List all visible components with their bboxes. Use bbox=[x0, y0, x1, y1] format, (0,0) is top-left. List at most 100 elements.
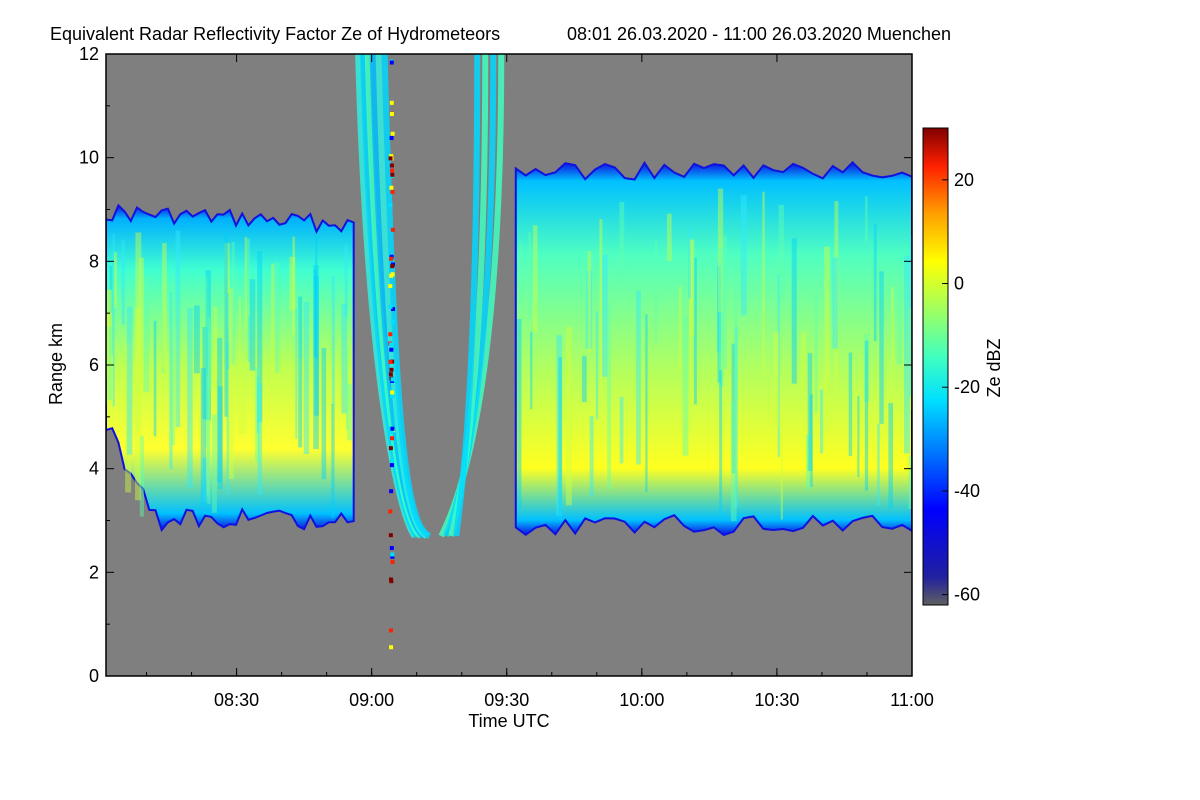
cloud-streak bbox=[717, 266, 721, 383]
speckle bbox=[391, 307, 396, 312]
cloud-streak bbox=[125, 343, 132, 493]
cloud-streak bbox=[824, 246, 830, 433]
cloud-streak bbox=[718, 247, 724, 387]
cloud-streak bbox=[271, 263, 275, 399]
cloud-streak bbox=[636, 290, 641, 465]
cloud-streak bbox=[719, 370, 723, 517]
speckle bbox=[390, 554, 395, 559]
cloud-streak bbox=[532, 225, 538, 333]
fall-streak bbox=[381, 54, 432, 539]
cloud-streak bbox=[231, 241, 235, 365]
cloud-region-fall-streaks bbox=[355, 54, 505, 650]
cloud-region-left-cloud-layer bbox=[106, 203, 355, 533]
colorbar-tick-label: -60 bbox=[954, 585, 980, 605]
cloud-streak bbox=[135, 232, 142, 431]
cloud-streak bbox=[275, 261, 280, 373]
cloud-streak bbox=[809, 394, 813, 488]
speckle bbox=[388, 359, 393, 364]
cloud-streak bbox=[121, 240, 125, 325]
cloud-streak bbox=[909, 234, 912, 397]
speckle bbox=[389, 112, 394, 117]
cloud-streak bbox=[224, 233, 228, 417]
cloud-streak bbox=[888, 402, 894, 509]
cloud-streak bbox=[257, 251, 263, 423]
cloud-streak bbox=[517, 319, 522, 510]
cloud-streak bbox=[202, 457, 207, 502]
cloud-region-right-cloud-layer bbox=[514, 160, 912, 537]
y-axis-label: Range km bbox=[46, 323, 66, 405]
cloud-streak bbox=[777, 274, 780, 457]
cloud-streak bbox=[112, 233, 115, 407]
speckle bbox=[390, 390, 395, 395]
speckle bbox=[389, 100, 394, 105]
cloud-streak bbox=[689, 240, 695, 337]
colorbar-tick-label: 20 bbox=[954, 170, 974, 190]
speckle bbox=[389, 273, 394, 278]
x-tick-label: 09:00 bbox=[349, 690, 394, 710]
cloud-streak bbox=[607, 301, 611, 490]
cloud-streak bbox=[602, 254, 608, 377]
y-tick-label: 8 bbox=[89, 251, 99, 271]
cloud-streak bbox=[205, 276, 208, 448]
cloud-streak bbox=[891, 286, 894, 439]
cloud-streak bbox=[289, 256, 296, 311]
cloud-streak bbox=[586, 270, 593, 349]
cloud-streak bbox=[717, 188, 724, 313]
speckle bbox=[388, 304, 393, 309]
cloud-streak bbox=[255, 367, 261, 462]
cloud-streak bbox=[595, 311, 599, 420]
cloud-streak bbox=[347, 383, 352, 441]
cloud-streak bbox=[762, 191, 765, 376]
y-tick-label: 12 bbox=[79, 44, 99, 64]
speckle bbox=[388, 509, 393, 514]
cloud-streak bbox=[193, 305, 200, 374]
x-tick-label: 09:30 bbox=[484, 690, 529, 710]
x-axis: 08:30 09:00 09:30 10:00 10:30 11:00 bbox=[146, 54, 934, 710]
cloud-streak bbox=[143, 275, 150, 393]
cloud-streak bbox=[693, 257, 697, 405]
cloud-streak bbox=[879, 271, 884, 424]
x-tick-label: 10:00 bbox=[619, 690, 664, 710]
cloud-streak bbox=[256, 376, 260, 434]
cloud-streak bbox=[216, 337, 223, 483]
cloud-streak bbox=[169, 292, 173, 470]
cloud-streak bbox=[558, 357, 563, 520]
cloud-streak bbox=[215, 287, 220, 328]
cloud-streak bbox=[207, 316, 211, 504]
speckle bbox=[389, 579, 394, 584]
cloud-streak bbox=[315, 235, 318, 359]
speckle bbox=[389, 256, 394, 261]
cloud-streak bbox=[645, 314, 648, 493]
cloud-streak bbox=[877, 423, 880, 506]
speckle bbox=[390, 189, 395, 194]
cloud-streak bbox=[200, 368, 207, 508]
cloud-streak bbox=[106, 289, 112, 379]
cloud-streak bbox=[857, 395, 860, 478]
cloud-streak bbox=[238, 297, 242, 436]
chart-title: Equivalent Radar Reflectivity Factor Ze … bbox=[50, 24, 500, 44]
cloud-streak bbox=[873, 224, 877, 341]
speckle bbox=[388, 156, 393, 161]
cloud-streak bbox=[205, 270, 211, 421]
cloud-streak bbox=[619, 201, 625, 285]
cloud-streak bbox=[113, 252, 117, 308]
plot-area bbox=[105, 53, 913, 677]
cloud-streak bbox=[734, 281, 738, 401]
heatmap-field bbox=[106, 54, 912, 650]
cloud-streak bbox=[224, 242, 230, 343]
x-tick-label: 10:30 bbox=[754, 690, 799, 710]
cloud-streak bbox=[679, 286, 682, 373]
cloud-streak bbox=[805, 434, 811, 490]
cloud-streak bbox=[778, 204, 784, 299]
cloud-streak bbox=[807, 353, 813, 471]
cloud-streak bbox=[162, 243, 167, 369]
cloud-streak bbox=[303, 301, 310, 455]
cloud-streak bbox=[257, 383, 263, 496]
cloud-streak bbox=[187, 308, 193, 488]
speckle bbox=[389, 154, 394, 159]
cloud-streak bbox=[314, 276, 319, 416]
speckle bbox=[389, 135, 394, 140]
speckle bbox=[388, 202, 393, 207]
cloud-streak bbox=[139, 257, 144, 395]
